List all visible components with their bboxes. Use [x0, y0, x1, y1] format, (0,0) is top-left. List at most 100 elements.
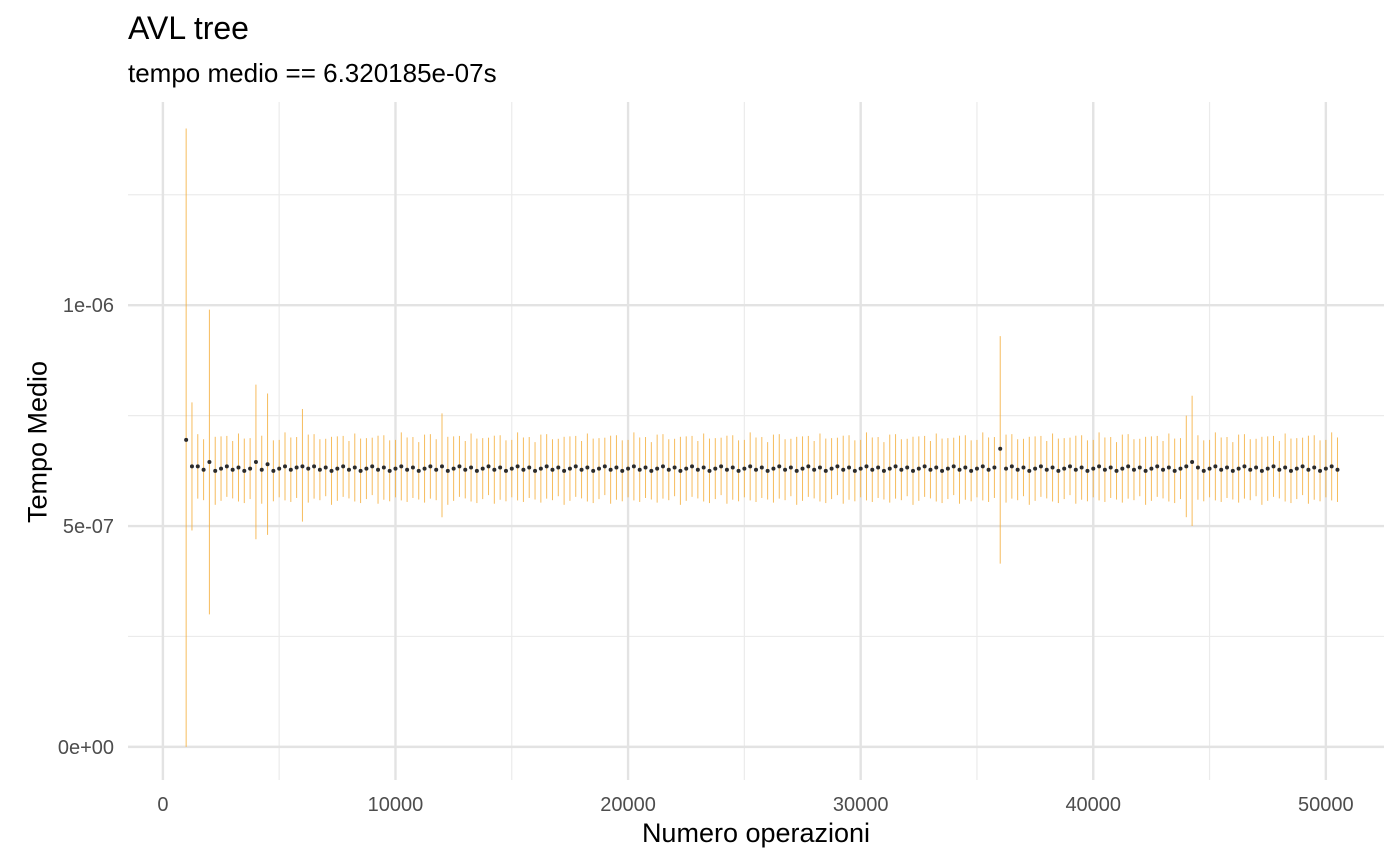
data-point: [1004, 466, 1009, 471]
y-axis-label: Tempo Medio: [22, 360, 53, 524]
data-point: [608, 467, 613, 472]
data-point: [980, 464, 985, 469]
data-point: [1015, 467, 1020, 472]
data-point: [1079, 465, 1084, 470]
data-point: [480, 466, 485, 471]
data-point: [858, 466, 863, 471]
data-point: [283, 464, 287, 469]
data-point: [376, 467, 381, 472]
data-point: [556, 465, 561, 470]
data-point: [1114, 468, 1119, 473]
data-point: [486, 464, 491, 469]
data-point: [678, 468, 683, 473]
minor-gridlines: [128, 102, 1384, 780]
data-point: [515, 464, 520, 469]
data-point: [1120, 466, 1125, 471]
data-point: [422, 466, 427, 471]
data-point: [695, 467, 700, 472]
data-point: [899, 467, 904, 472]
data-point: [387, 468, 392, 473]
data-point: [538, 466, 543, 471]
data-point: [1300, 464, 1305, 469]
data-point: [1038, 464, 1043, 469]
data-point: [405, 467, 410, 472]
data-point: [614, 465, 619, 470]
data-point: [759, 465, 764, 470]
data-point: [1294, 466, 1299, 471]
data-point: [1271, 464, 1276, 469]
data-point: [358, 468, 363, 473]
data-point: [1102, 467, 1107, 472]
data-point: [242, 468, 247, 473]
data-point: [346, 467, 351, 472]
data-point: [719, 464, 724, 469]
data-point: [416, 468, 421, 473]
data-point: [451, 466, 456, 471]
data-point: [1027, 468, 1032, 473]
data-point: [585, 465, 590, 470]
data-point: [474, 468, 479, 473]
error-bars: [185, 128, 1338, 747]
data-point: [992, 465, 997, 470]
data-point: [876, 465, 881, 470]
data-point: [1207, 466, 1212, 471]
data-point: [1335, 467, 1340, 472]
data-point: [1161, 467, 1166, 472]
data-point: [248, 466, 253, 471]
x-tick-label: 50000: [1298, 794, 1354, 816]
data-point: [957, 467, 962, 472]
data-point: [754, 467, 758, 472]
data-point: [463, 467, 468, 472]
data-point: [364, 466, 369, 471]
data-point: [492, 467, 497, 472]
data-point: [631, 464, 636, 469]
data-point: [399, 464, 404, 469]
data-point: [550, 467, 555, 472]
y-tick-label: 0e+00: [58, 737, 114, 759]
data-point: [1219, 467, 1224, 472]
data-point: [498, 465, 503, 470]
data-point: [1265, 466, 1270, 471]
data-point: [777, 464, 782, 469]
data-point: [1137, 465, 1142, 470]
data-point: [1329, 464, 1334, 469]
data-point: [655, 466, 660, 471]
data-point: [445, 468, 450, 473]
data-point: [1009, 464, 1014, 469]
data-point: [265, 462, 270, 467]
data-point: [410, 465, 415, 470]
data-point: [940, 468, 945, 473]
data-point: [224, 464, 229, 469]
data-point: [277, 466, 282, 471]
data-point: [1230, 468, 1235, 473]
data-point: [829, 466, 834, 471]
data-point: [1056, 468, 1061, 473]
data-point: [701, 465, 706, 470]
data-point: [213, 468, 218, 473]
data-points: [184, 437, 1340, 473]
data-point: [329, 468, 334, 473]
x-tick-label: 10000: [368, 794, 424, 816]
data-point: [1312, 465, 1317, 470]
data-point: [306, 466, 311, 471]
data-point: [527, 465, 532, 470]
data-point: [1323, 466, 1328, 471]
data-point: [643, 465, 648, 470]
data-point: [998, 446, 1003, 451]
data-point: [294, 465, 299, 470]
data-point: [236, 465, 241, 470]
x-tick-label: 0: [157, 794, 168, 816]
data-point: [253, 459, 258, 464]
data-point: [533, 468, 538, 473]
data-point: [1213, 464, 1218, 469]
data-point: [1225, 465, 1229, 470]
data-point: [1091, 466, 1096, 471]
y-tick-label: 1e-06: [63, 295, 114, 317]
data-point: [823, 468, 828, 473]
data-point: [730, 465, 735, 470]
chart-title: AVL tree: [128, 10, 249, 46]
data-point: [835, 464, 840, 469]
data-point: [393, 466, 398, 471]
data-point: [1318, 468, 1323, 473]
data-point: [428, 464, 433, 469]
